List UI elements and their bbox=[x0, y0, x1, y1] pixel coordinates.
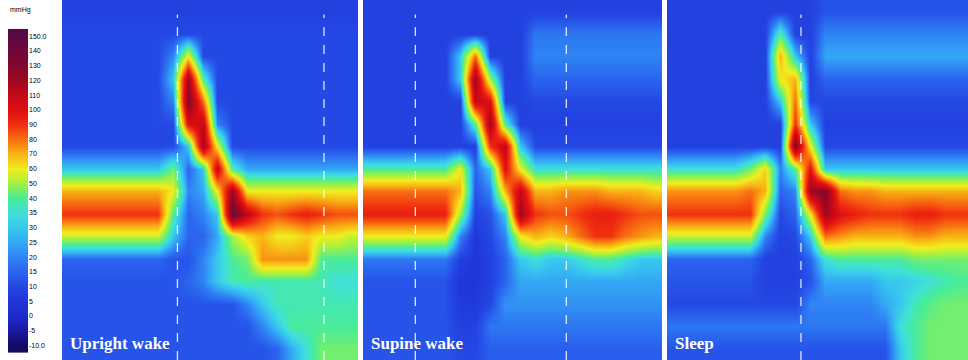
svg-text:140: 140 bbox=[29, 47, 41, 54]
svg-text:15: 15 bbox=[29, 268, 37, 275]
svg-text:50: 50 bbox=[29, 180, 37, 187]
svg-text:20: 20 bbox=[29, 254, 37, 261]
svg-text:130: 130 bbox=[29, 62, 41, 69]
svg-text:25: 25 bbox=[29, 239, 37, 246]
svg-text:Supine wake: Supine wake bbox=[371, 334, 464, 353]
svg-text:Sleep: Sleep bbox=[675, 334, 714, 353]
svg-text:Upright wake: Upright wake bbox=[70, 334, 170, 353]
svg-text:150.0: 150.0 bbox=[29, 33, 47, 40]
svg-text:90: 90 bbox=[29, 121, 37, 128]
svg-text:120: 120 bbox=[29, 77, 41, 84]
svg-text:35: 35 bbox=[29, 209, 37, 216]
svg-text:mmHg: mmHg bbox=[10, 6, 31, 14]
svg-text:40: 40 bbox=[29, 195, 37, 202]
svg-text:-10.0: -10.0 bbox=[29, 342, 45, 349]
svg-text:60: 60 bbox=[29, 165, 37, 172]
svg-text:5: 5 bbox=[29, 298, 33, 305]
svg-text:0: 0 bbox=[29, 312, 33, 319]
svg-text:-5: -5 bbox=[29, 327, 35, 334]
svg-text:110: 110 bbox=[29, 92, 40, 99]
svg-text:10: 10 bbox=[29, 283, 37, 290]
svg-text:30: 30 bbox=[29, 224, 37, 231]
svg-text:100: 100 bbox=[29, 106, 41, 113]
svg-text:80: 80 bbox=[29, 136, 37, 143]
svg-text:70: 70 bbox=[29, 150, 37, 157]
